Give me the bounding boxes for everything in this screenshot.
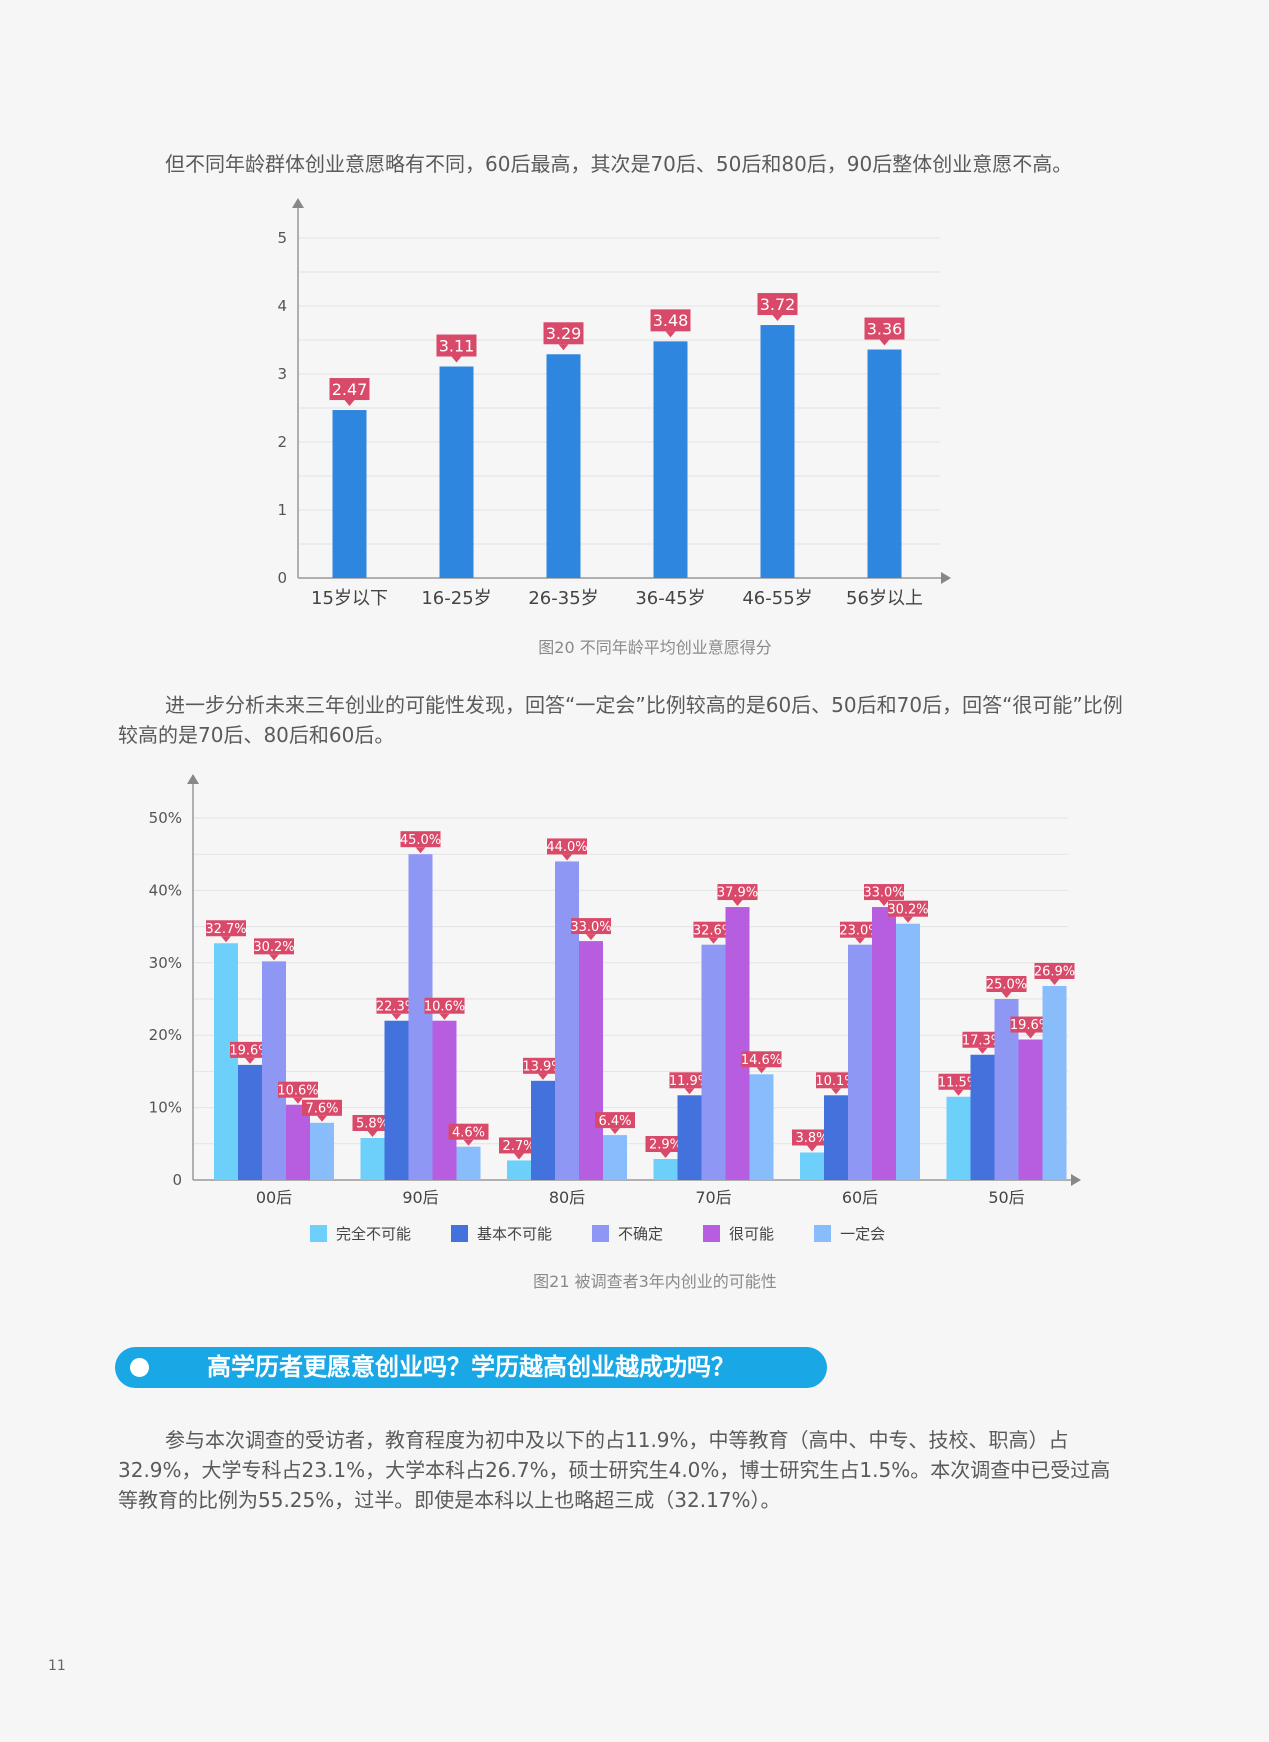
bar [653, 341, 688, 578]
legend-item: 一定会 [814, 1223, 885, 1244]
data-label: 2.47 [332, 380, 368, 399]
data-label-box [650, 309, 691, 332]
data-label-pointer [558, 344, 569, 351]
legend-swatch [310, 1224, 327, 1242]
legend-label: 很可能 [729, 1224, 775, 1243]
data-label-box [436, 334, 477, 357]
legend-item: 完全不可能 [310, 1223, 411, 1244]
figure21-caption: 图21 被调查者3年内创业的可能性 [533, 1272, 777, 1291]
legend-label: 一定会 [840, 1224, 886, 1243]
data-label-pointer [665, 331, 676, 338]
y-tick-label: 1 [277, 501, 287, 519]
x-tick-label: 46-55岁 [742, 588, 812, 609]
figure20-caption: 图20 不同年龄平均创业意愿得分 [538, 638, 772, 657]
y-tick-label: 4 [277, 297, 287, 315]
data-label: 3.11 [439, 336, 475, 355]
legend-label: 基本不可能 [477, 1224, 553, 1243]
x-tick-label: 16-25岁 [421, 588, 491, 609]
data-label-pointer [451, 356, 462, 363]
legend-swatch [703, 1224, 721, 1242]
y-tick-label: 3 [277, 365, 287, 383]
bar [546, 354, 581, 578]
y-tick-label: 5 [277, 229, 287, 247]
x-tick-label: 15岁以下 [311, 588, 388, 609]
intro-paragraph: 但不同年龄群体创业意愿略有不同，60后最高，其次是70后、50后和80后，90后… [165, 152, 1073, 176]
legend-swatch [814, 1224, 832, 1242]
data-label-pointer [344, 400, 355, 407]
legend-item: 基本不可能 [451, 1223, 552, 1244]
legend-label: 不确定 [618, 1224, 664, 1243]
legend-item: 很可能 [703, 1223, 774, 1244]
middle-paragraph: 进一步分析未来三年创业的可能性发现，回答“一定会”比例较高的是60后、50后和7… [118, 693, 1123, 747]
data-label: 3.29 [546, 324, 582, 343]
bar [867, 349, 902, 578]
y-tick-label: 2 [277, 433, 287, 451]
y-tick-label: 0 [277, 569, 287, 587]
bullet-icon [130, 1358, 149, 1377]
legend-swatch [451, 1224, 469, 1242]
bar [439, 366, 474, 578]
legend-swatch [592, 1224, 610, 1242]
data-label-box [864, 317, 905, 340]
closing-paragraph: 参与本次调查的受访者，教育程度为初中及以下的占11.9%，中等教育（高中、中专、… [118, 1428, 1111, 1512]
x-axis-arrow-icon [941, 572, 951, 584]
data-label-box [329, 378, 370, 401]
data-label: 3.36 [867, 319, 903, 338]
data-label-box [757, 293, 798, 316]
legend-label: 完全不可能 [336, 1224, 412, 1243]
bar [332, 410, 367, 578]
section-banner: 高学历者更愿意创业吗？学历越高创业越成功吗？ [115, 1347, 827, 1388]
x-tick-label: 26-35岁 [528, 588, 598, 609]
x-tick-label: 36-45岁 [635, 588, 705, 609]
chart2-legend: 完全不可能 基本不可能 不确定 很可能 一定会 [310, 1222, 925, 1244]
data-label: 3.48 [653, 311, 689, 330]
section-title: 高学历者更愿意创业吗？学历越高创业越成功吗？ [207, 1353, 735, 1381]
y-axis-arrow-icon [292, 198, 304, 208]
data-label: 3.72 [760, 295, 796, 314]
x-tick-label: 56岁以上 [846, 588, 923, 609]
data-label-box [543, 322, 584, 345]
legend-item: 不确定 [592, 1223, 663, 1244]
data-label-pointer [879, 339, 890, 346]
bar [760, 325, 795, 578]
page-number: 11 [48, 1658, 66, 1674]
data-label-pointer [772, 315, 783, 322]
